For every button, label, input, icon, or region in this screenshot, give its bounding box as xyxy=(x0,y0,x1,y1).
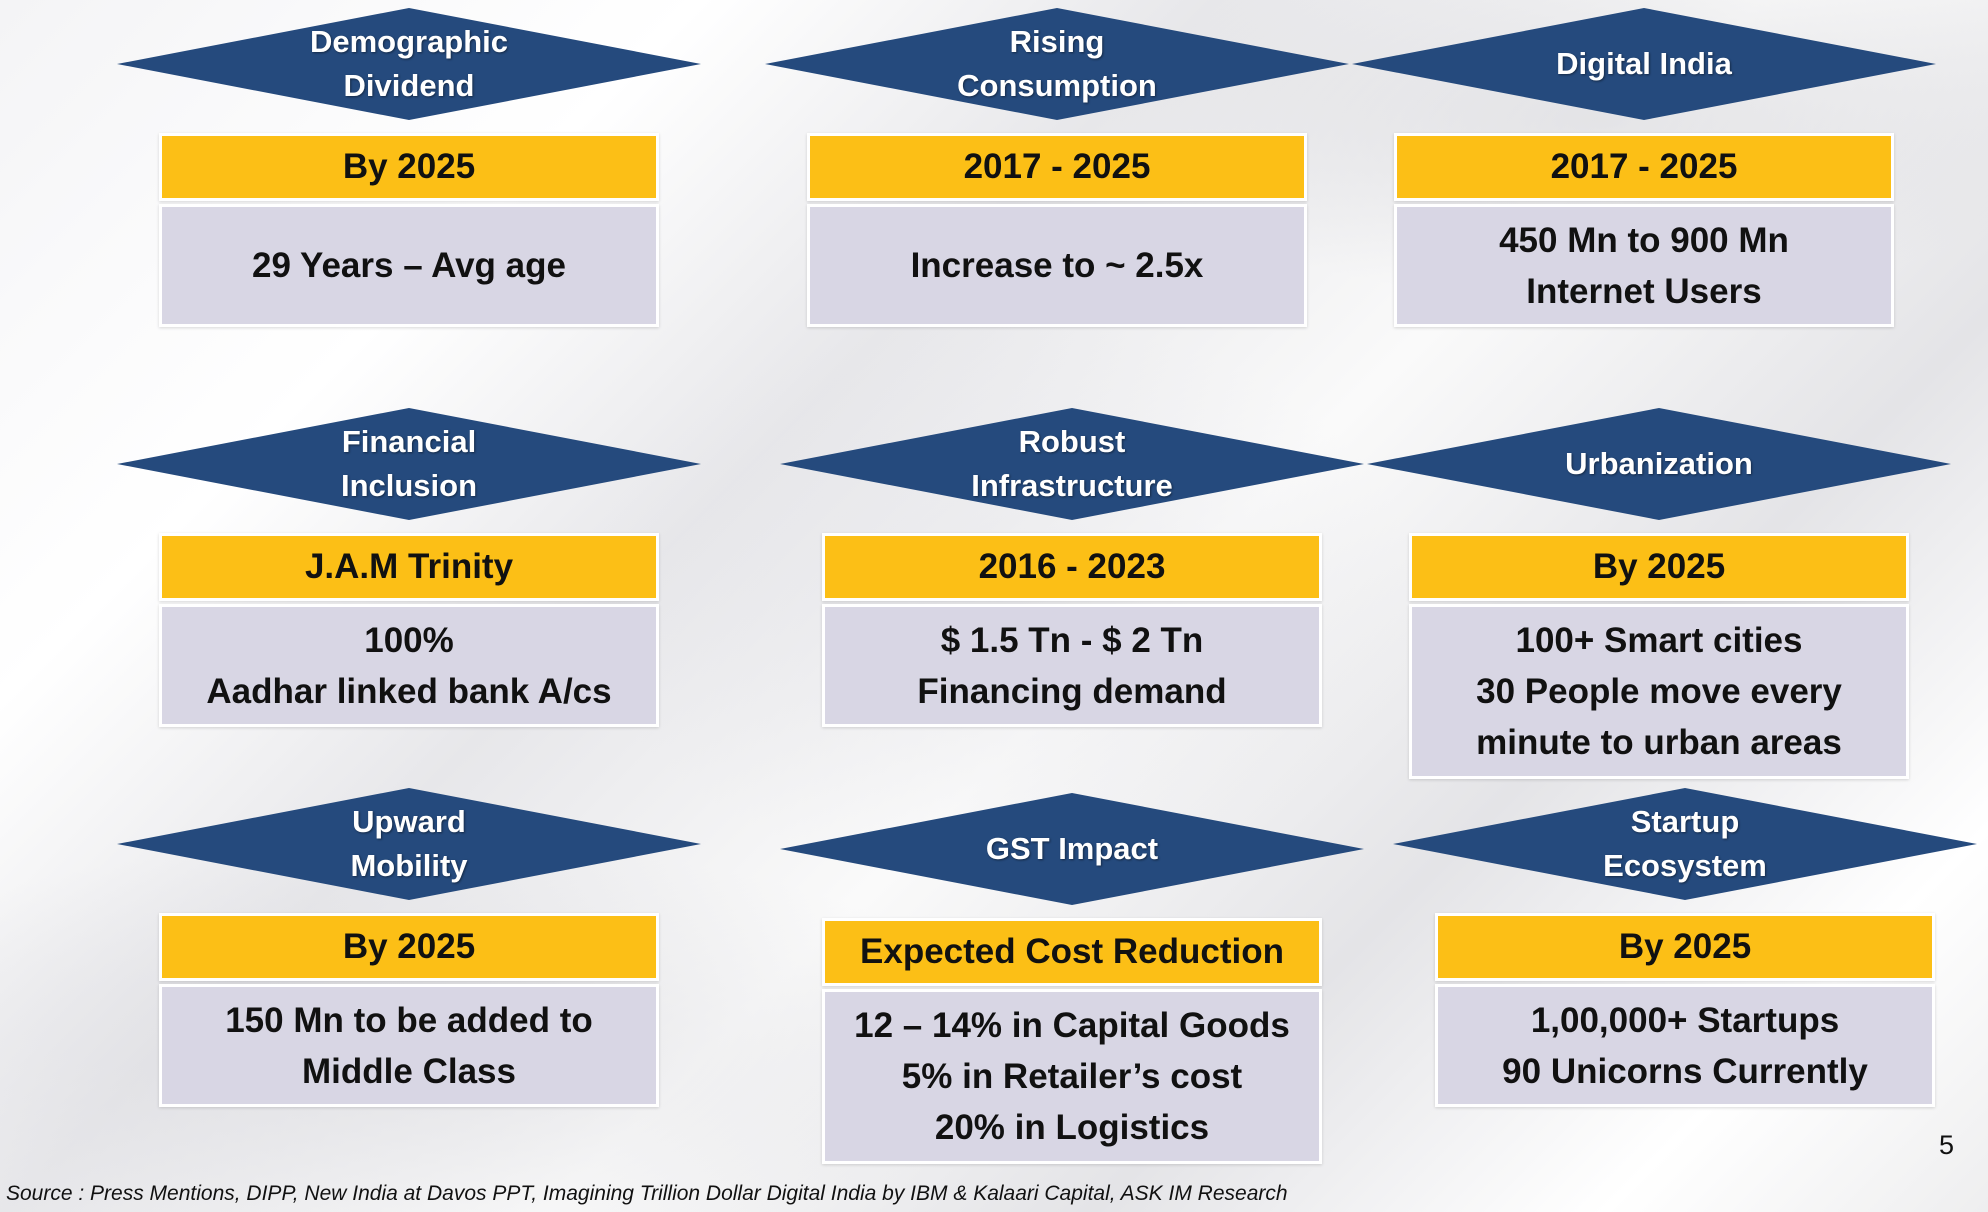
card-title: Robust Infrastructure xyxy=(971,424,1173,503)
card-detail: 150 Mn to be added to Middle Class xyxy=(159,984,659,1107)
card-period: 2016 - 2023 xyxy=(822,533,1322,601)
card-title: GST Impact xyxy=(985,831,1159,866)
card-title: Demographic Dividend xyxy=(309,24,509,103)
card-title-diamond: Financial Inclusion xyxy=(117,408,701,520)
card-title: Financial Inclusion xyxy=(340,424,478,503)
card-detail: 100+ Smart cities 30 People move every m… xyxy=(1409,604,1909,779)
card-startup-ecosystem: Startup Ecosystem By 2025 1,00,000+ Star… xyxy=(1393,788,1977,1107)
card-title-diamond: Robust Infrastructure xyxy=(780,408,1364,520)
card-upward-mobility: Upward Mobility By 2025 150 Mn to be add… xyxy=(117,788,701,1107)
card-title: Startup Ecosystem xyxy=(1603,804,1767,883)
card-period: By 2025 xyxy=(159,913,659,981)
card-gst-impact: GST Impact Expected Cost Reduction 12 – … xyxy=(780,793,1364,1164)
card-title-diamond: GST Impact xyxy=(780,793,1364,905)
card-detail: 450 Mn to 900 Mn Internet Users xyxy=(1394,204,1894,327)
card-period: J.A.M Trinity xyxy=(159,533,659,601)
card-title: Urbanization xyxy=(1565,446,1753,481)
card-title: Digital India xyxy=(1556,46,1732,81)
card-detail: $ 1.5 Tn - $ 2 Tn Financing demand xyxy=(822,604,1322,727)
card-period: By 2025 xyxy=(159,133,659,201)
card-title-diamond: Digital India xyxy=(1352,8,1936,120)
card-detail: 1,00,000+ Startups 90 Unicorns Currently xyxy=(1435,984,1935,1107)
card-urbanization: Urbanization By 2025 100+ Smart cities 3… xyxy=(1367,408,1951,779)
card-title: Upward Mobility xyxy=(350,804,468,883)
card-title-diamond: Startup Ecosystem xyxy=(1393,788,1977,900)
card-title-diamond: Demographic Dividend xyxy=(117,8,701,120)
card-financial-inclusion: Financial Inclusion J.A.M Trinity 100% A… xyxy=(117,408,701,727)
card-robust-infrastructure: Robust Infrastructure 2016 - 2023 $ 1.5 … xyxy=(780,408,1364,727)
card-detail: 29 Years – Avg age xyxy=(159,204,659,327)
card-digital-india: Digital India 2017 - 2025 450 Mn to 900 … xyxy=(1352,8,1936,327)
card-period: By 2025 xyxy=(1435,913,1935,981)
card-period: Expected Cost Reduction xyxy=(822,918,1322,986)
card-rising-consumption: Rising Consumption 2017 - 2025 Increase … xyxy=(765,8,1349,327)
card-period: 2017 - 2025 xyxy=(1394,133,1894,201)
card-title-diamond: Rising Consumption xyxy=(765,8,1349,120)
card-title: Rising Consumption xyxy=(957,24,1157,103)
card-detail: 12 – 14% in Capital Goods 5% in Retailer… xyxy=(822,989,1322,1164)
card-detail: 100% Aadhar linked bank A/cs xyxy=(159,604,659,727)
page-number: 5 xyxy=(1939,1130,1955,1160)
card-title-diamond: Upward Mobility xyxy=(117,788,701,900)
card-title-diamond: Urbanization xyxy=(1367,408,1951,520)
card-period: 2017 - 2025 xyxy=(807,133,1307,201)
card-detail: Increase to ~ 2.5x xyxy=(807,204,1307,327)
source-footnote: Source : Press Mentions, DIPP, New India… xyxy=(6,1182,1288,1205)
card-period: By 2025 xyxy=(1409,533,1909,601)
card-demographic-dividend: Demographic Dividend By 2025 29 Years – … xyxy=(117,8,701,327)
